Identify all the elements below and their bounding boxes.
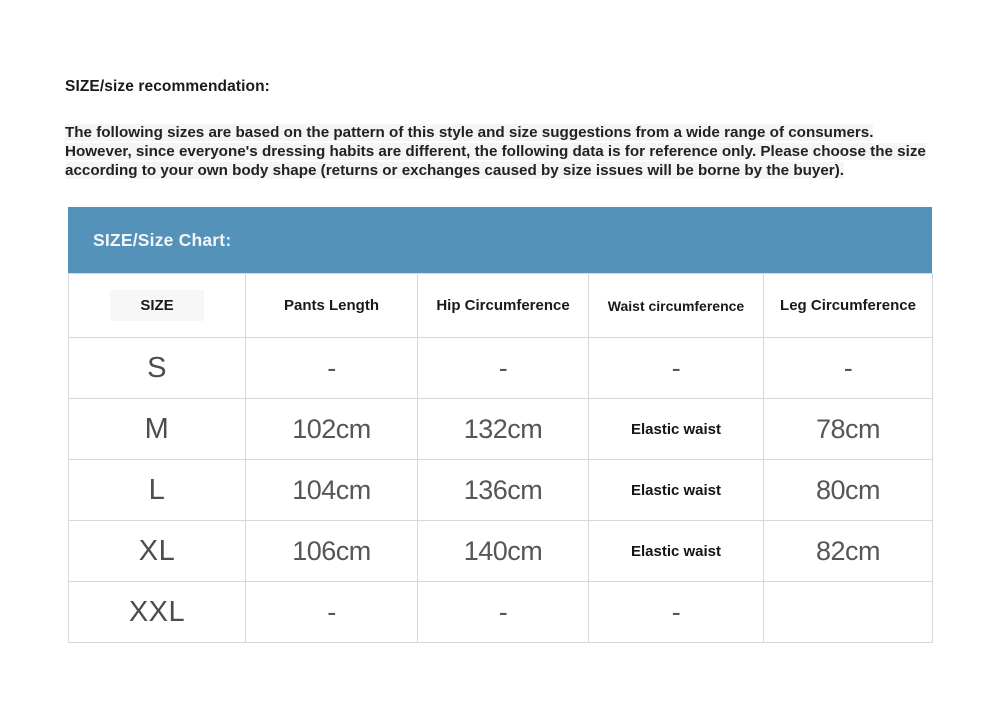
leg-circumference-cell: - <box>763 337 933 399</box>
size-cell: XXL <box>68 581 246 643</box>
table-header-row: SIZE Pants Length Hip Circumference Wais… <box>68 273 933 338</box>
pants-length-cell: 106cm <box>245 520 418 582</box>
table-row-m: M 102cm 132cm Elastic waist 78cm <box>68 398 933 460</box>
size-chart-title: SIZE/Size Chart: <box>93 229 232 250</box>
table-row-xxl: XXL - - - <box>68 581 933 643</box>
size-cell: M <box>68 398 246 460</box>
table-row-xl: XL 106cm 140cm Elastic waist 82cm <box>68 520 933 582</box>
hip-circumference-cell: 140cm <box>417 520 589 582</box>
hip-circumference-cell: - <box>417 337 589 399</box>
table-row-s: S - - - - <box>68 337 933 399</box>
size-chart-header-bar: SIZE/Size Chart: <box>68 207 932 273</box>
column-header-waist-circumference: Waist circumference <box>588 273 764 338</box>
waist-circumference-cell: Elastic waist <box>588 520 764 582</box>
leg-circumference-cell: 78cm <box>763 398 933 460</box>
column-header-hip-circumference: Hip Circumference <box>417 273 589 338</box>
size-cell: XL <box>68 520 246 582</box>
pants-length-cell: 104cm <box>245 459 418 521</box>
size-recommendation-text: The following sizes are based on the pat… <box>65 124 926 179</box>
pants-length-cell: 102cm <box>245 398 418 460</box>
hip-circumference-cell: 132cm <box>417 398 589 460</box>
hip-circumference-cell: 136cm <box>417 459 589 521</box>
leg-circumference-cell: 80cm <box>763 459 933 521</box>
column-header-size-label: SIZE <box>110 290 204 321</box>
size-recommendation-heading: SIZE/size recommendation: <box>65 78 270 95</box>
size-cell: L <box>68 459 246 521</box>
leg-circumference-cell <box>763 581 933 643</box>
size-chart-table: SIZE Pants Length Hip Circumference Wais… <box>68 273 933 643</box>
column-header-pants-length: Pants Length <box>245 273 418 338</box>
pants-length-cell: - <box>245 337 418 399</box>
size-recommendation-paragraph: The following sizes are based on the pat… <box>65 123 933 180</box>
column-header-size: SIZE <box>68 273 246 338</box>
leg-circumference-cell: 82cm <box>763 520 933 582</box>
size-cell: S <box>68 337 246 399</box>
waist-circumference-cell: Elastic waist <box>588 398 764 460</box>
waist-circumference-cell: - <box>588 337 764 399</box>
column-header-leg-circumference: Leg Circumference <box>763 273 933 338</box>
waist-circumference-cell: Elastic waist <box>588 459 764 521</box>
pants-length-cell: - <box>245 581 418 643</box>
table-row-l: L 104cm 136cm Elastic waist 80cm <box>68 459 933 521</box>
hip-circumference-cell: - <box>417 581 589 643</box>
waist-circumference-cell: - <box>588 581 764 643</box>
